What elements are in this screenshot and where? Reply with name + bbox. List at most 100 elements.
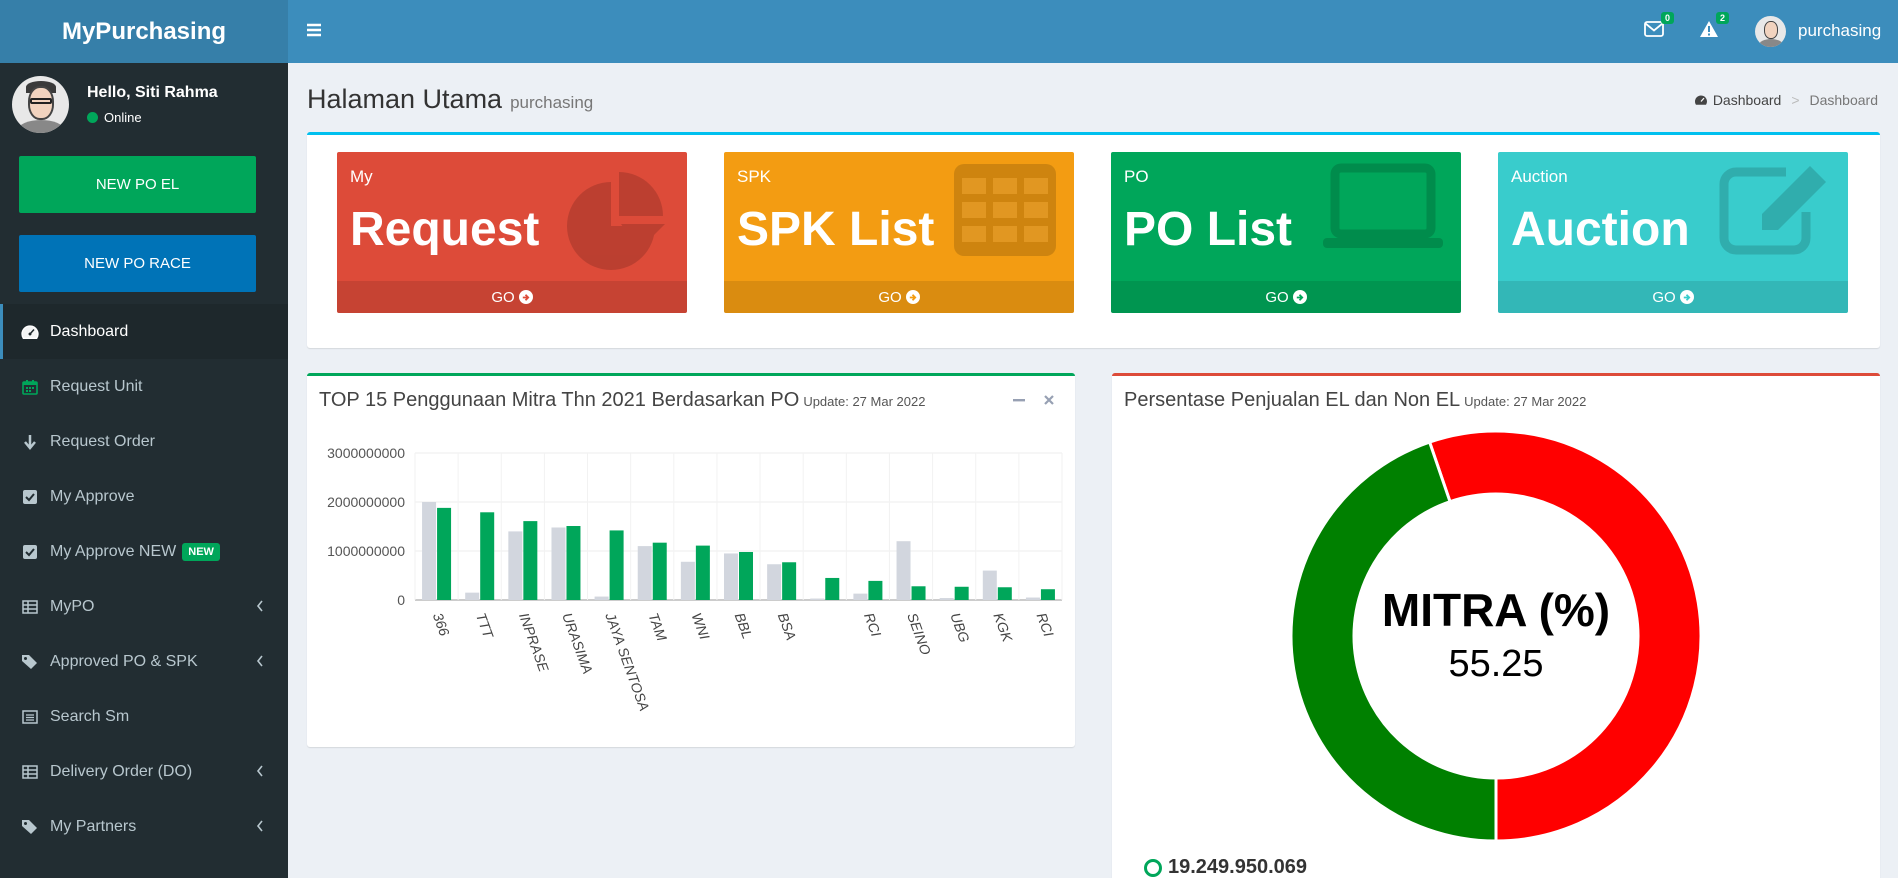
bar [853,593,868,600]
minimize-icon[interactable] [1013,390,1025,411]
new-badge: NEW [182,542,220,561]
bar [465,592,480,600]
edit-icon [1716,162,1832,263]
chevron-left-icon [256,819,264,837]
x-tick-label: RCI [1034,611,1057,639]
bar [982,570,997,600]
page-title: Halaman Utama purchasing [307,84,594,114]
x-tick-label: INPRASE [516,611,552,675]
y-tick-label: 2000000000 [327,494,405,510]
table-icon [20,598,40,616]
bar [680,561,695,600]
tile-request[interactable]: My Request GO [337,152,687,313]
mail-icon[interactable]: 0 [1644,12,1674,43]
bar [695,545,710,600]
legend-value: 19.249.950.069 [1144,856,1307,878]
tile-po-go-link[interactable]: GO [1111,281,1461,313]
user-menu-name[interactable]: purchasing [1798,21,1882,40]
close-icon[interactable] [1043,390,1055,411]
mail-count-badge: 0 [1660,12,1674,24]
bar [724,553,738,600]
laptop-icon [1321,162,1445,257]
donut-chart-box: Persentase Penjualan EL dan Non EL Update… [1112,373,1880,878]
breadcrumb-link-dashboard[interactable]: Dashboard [1712,92,1782,108]
user-avatar[interactable] [1755,16,1786,47]
donut-chart-title: Persentase Penjualan EL dan Non EL Update… [1124,389,1587,411]
x-tick-label: SEINO [904,611,934,658]
sidebar-item-request-unit[interactable]: Request Unit [0,359,288,414]
x-tick-label: BSA [775,611,800,643]
sidebar: MyPurchasing Hello, Siti Rahma Online NE… [0,0,288,878]
calendar-icon [20,378,40,396]
bar [1040,589,1055,600]
bar [566,526,581,600]
bar [422,502,437,600]
donut-center-title: MITRA (%) [1382,584,1610,636]
bar [954,586,969,600]
chevron-left-icon [256,764,264,782]
tiles-box: My Request GO SPK SPK List GO PO PO List… [307,132,1880,348]
sidebar-item-my-approve[interactable]: My Approve [0,469,288,524]
sidebar-item-approved-po-spk[interactable]: Approved PO & SPK [0,634,288,689]
x-tick-label: KGK [990,611,1015,645]
donut-chart-update: Update: 27 Mar 2022 [1464,394,1587,409]
user-greeting: Hello, Siti Rahma [87,83,218,101]
table-grid-icon [952,162,1058,263]
sidebar-item-dashboard[interactable]: Dashboard [0,304,288,359]
arrow-circle-right-icon [1679,290,1694,304]
tile-spk-go-link[interactable]: GO [724,281,1074,313]
bar [480,512,495,600]
bar [437,507,452,600]
x-tick-label: TTT [473,611,497,642]
sidebar-item-delivery-order[interactable]: Delivery Order (DO) [0,744,288,799]
avatar [12,75,69,133]
sidebar-item-my-approve-new[interactable]: My Approve NEW NEW [0,524,288,579]
tile-auction-go-link[interactable]: GO [1498,281,1848,313]
alert-count-badge: 2 [1715,12,1729,24]
x-tick-label: RCI [861,611,884,639]
chevron-left-icon [256,599,264,617]
bar [825,577,840,600]
new-po-el-button[interactable]: NEW PO EL [19,156,256,213]
dashboard-icon [1694,94,1708,106]
hamburger-menu-icon[interactable] [306,22,322,43]
bar [868,580,883,600]
tile-auction[interactable]: Auction Auction GO [1498,152,1848,313]
donut-chart: MITRA (%) 55.25 [1289,429,1703,843]
page-subtitle: purchasing [510,93,594,112]
donut-center-value: 55.25 [1448,643,1543,685]
arrow-circle-right-icon [1292,290,1307,304]
bar [652,542,667,600]
bar [997,587,1012,600]
pie-slice [1427,429,1703,843]
sidebar-item-mypo[interactable]: MyPO [0,579,288,634]
app-logo[interactable]: MyPurchasing [0,0,288,63]
tile-request-go-link[interactable]: GO [337,281,687,313]
bar [637,546,652,600]
arrow-circle-right-icon [518,290,533,304]
x-tick-label: UBG [947,611,972,645]
new-po-race-button[interactable]: NEW PO RACE [19,235,256,292]
bar [594,596,609,600]
pie-slice [1289,440,1498,843]
bar [508,531,523,600]
bar [609,530,624,600]
sidebar-item-my-partners[interactable]: My Partners [0,799,288,854]
bar-chart-box: TOP 15 Penggunaan Mitra Thn 2021 Berdasa… [307,373,1075,747]
bar [551,527,566,600]
sidebar-item-request-order[interactable]: Request Order [0,414,288,469]
x-tick-label: 366 [430,611,453,639]
tile-po-list[interactable]: PO PO List GO [1111,152,1461,313]
sidebar-item-search-sm[interactable]: Search Sm [0,689,288,744]
bar [523,521,538,600]
breadcrumb: Dashboard > Dashboard [1694,92,1878,108]
y-tick-label: 3000000000 [327,445,405,461]
tile-spk-list[interactable]: SPK SPK List GO [724,152,1074,313]
x-tick-label: URASIMA [559,611,596,676]
tags-icon [20,653,40,671]
warning-icon[interactable]: 2 [1699,12,1729,43]
dashboard-icon [20,323,40,341]
table-icon [20,763,40,781]
online-dot-icon [87,111,98,123]
bar [896,541,911,600]
